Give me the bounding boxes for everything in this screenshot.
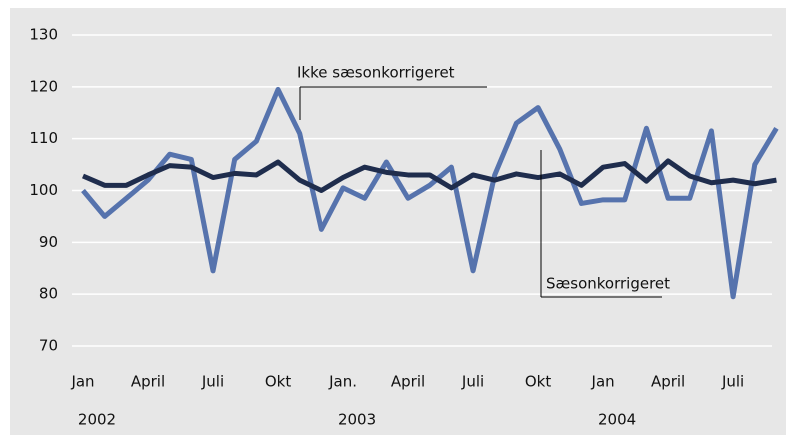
y-tick-label: 100: [29, 181, 58, 199]
series-label: Sæsonkorrigeret: [546, 275, 670, 293]
y-tick-label: 90: [39, 233, 58, 251]
series-line: [82, 158, 777, 193]
x-tick-label: Jan: [70, 373, 94, 391]
year-label: 2003: [338, 411, 376, 429]
x-tick-label: Jan.: [328, 373, 357, 391]
x-tick-label: Juli: [461, 373, 484, 391]
x-tick-label: April: [391, 373, 425, 391]
year-label: 2002: [78, 411, 116, 429]
x-tick-label: Okt: [265, 373, 291, 391]
x-tick-label: Juli: [721, 373, 744, 391]
x-tick-label: April: [131, 373, 165, 391]
x-tick-label: Juli: [201, 373, 224, 391]
x-tick-label: April: [651, 373, 685, 391]
x-tick-label: Okt: [525, 373, 551, 391]
y-tick-label: 120: [29, 77, 58, 95]
y-tick-label: 110: [29, 129, 58, 147]
series-line: [81, 86, 779, 300]
x-tick-label: Jan: [591, 373, 615, 391]
year-label: 2004: [598, 411, 636, 429]
background: [10, 8, 786, 435]
y-tick-label: 130: [29, 26, 58, 44]
series-label: Ikke sæsonkorrigeret: [297, 64, 455, 82]
y-tick-label: 70: [39, 337, 58, 355]
y-tick-label: 80: [39, 285, 58, 303]
